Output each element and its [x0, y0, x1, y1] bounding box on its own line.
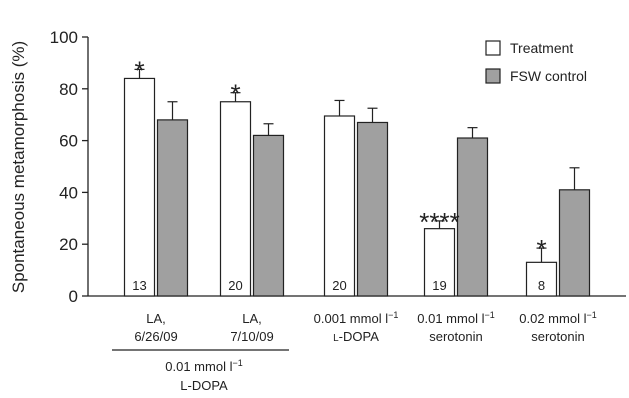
significance-label: ****	[419, 207, 459, 237]
group-label-text: 0.01 mmol l	[165, 359, 232, 374]
treatment-bar	[323, 115, 356, 297]
legend-label: Treatment	[510, 40, 573, 56]
y-tick-label: 20	[59, 235, 78, 254]
count-label: 13	[132, 278, 146, 293]
category-label-line1: 0.001 mmol l−1	[314, 310, 399, 326]
count-label: 20	[228, 278, 242, 293]
group-label-superscript: −1	[232, 358, 242, 368]
control-bar	[456, 137, 489, 297]
category-label-text: LA,	[242, 311, 262, 326]
control-bar	[558, 189, 591, 297]
axes: 0 20 40 60 80 100 Spontaneous metamorphosis (%…	[9, 28, 626, 306]
category-label-text: serotonin	[429, 329, 482, 344]
category-label-superscript: −1	[484, 310, 494, 320]
category-label-line2: 7/10/09	[230, 329, 273, 344]
control-bar	[156, 119, 189, 297]
category-label-line1: 0.01 mmol l−1	[417, 310, 494, 326]
significance-label: *	[134, 55, 144, 85]
category-label-line2: 6/26/09	[134, 329, 177, 344]
category-label-text: 0.001 mmol l	[314, 311, 389, 326]
legend-swatch	[485, 40, 501, 56]
significance-label: *	[230, 79, 240, 109]
legend-swatch	[485, 68, 501, 84]
treatment-bar	[123, 77, 156, 297]
significance-label: *	[536, 234, 546, 264]
category-label-line1: LA,	[242, 311, 262, 326]
category-label-text: 0.02 mmol l	[519, 311, 586, 326]
category-label-line1: 0.02 mmol l−1	[519, 310, 596, 326]
control-bar	[356, 121, 389, 297]
category-label-text: LA,	[146, 311, 166, 326]
category-label-text: serotonin	[531, 329, 584, 344]
legend: Treatment FSW control	[485, 40, 587, 84]
count-label: 20	[332, 278, 346, 293]
group-label-line1: 0.01 mmol l−1	[165, 358, 242, 374]
y-tick-label: 100	[50, 28, 78, 47]
y-axis-title: Spontaneous metamorphosis (%)	[9, 41, 28, 293]
bars	[123, 68, 591, 297]
labels: 13 * 20 * 20 19 **** 8 * LA, 6/26/09 LA, 7/10/09 0.00…	[112, 55, 597, 393]
treatment-bar	[219, 101, 252, 297]
category-label-text: -DOPA	[339, 329, 380, 344]
category-label-text: 0.01 mmol l	[417, 311, 484, 326]
category-label-text: 6/26/09	[134, 329, 177, 344]
treatment-bar	[423, 228, 456, 297]
category-label-smallcaps: L	[333, 333, 339, 344]
count-label: 19	[432, 278, 446, 293]
y-tick-label: 80	[59, 80, 78, 99]
control-bar	[252, 134, 285, 297]
y-tick-label: 40	[59, 183, 78, 202]
category-label-line2: serotonin	[429, 329, 482, 344]
group-label-line2: L-DOPA	[180, 378, 228, 393]
count-label: 8	[538, 278, 545, 293]
legend-label: FSW control	[510, 68, 587, 84]
y-tick-label: 60	[59, 132, 78, 151]
category-label-line1: LA,	[146, 311, 166, 326]
y-tick-label: 0	[69, 287, 78, 306]
category-label-text: 7/10/09	[230, 329, 273, 344]
category-label-superscript: −1	[586, 310, 596, 320]
category-label-line2: serotonin	[531, 329, 584, 344]
treatment-bar	[525, 261, 558, 297]
category-label-line2: L-DOPA	[333, 329, 379, 344]
category-label-superscript: −1	[388, 310, 398, 320]
